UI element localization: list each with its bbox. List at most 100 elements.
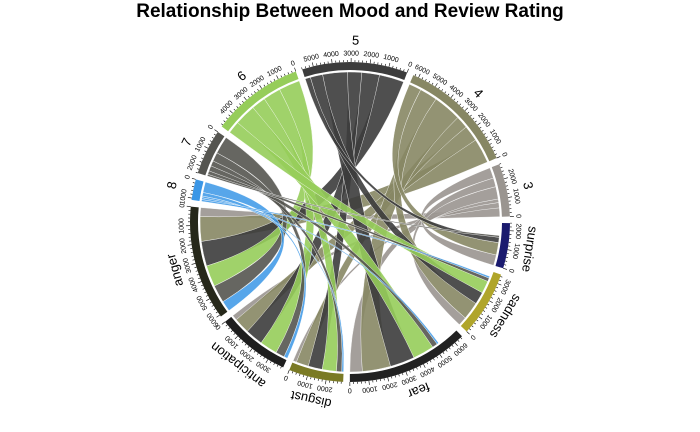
tick-4: [447, 93, 450, 96]
tick-anger: [198, 277, 201, 279]
tick-5: [406, 68, 409, 73]
tick-5: [392, 65, 394, 68]
tick-anticipation: [265, 359, 269, 363]
tick-6: [225, 117, 228, 120]
tick-label-5: 3000: [343, 50, 359, 57]
tick-4: [444, 91, 447, 94]
tick-surprise: [503, 268, 508, 270]
tick-7: [199, 161, 202, 163]
tick-fear: [448, 347, 451, 350]
tick-7: [195, 172, 198, 174]
tick-label-anticipation: 0: [215, 323, 223, 330]
tick-sadness: [492, 293, 495, 296]
sector-fear: [349, 330, 462, 382]
tick-fear: [405, 371, 408, 376]
sector-7: [197, 131, 225, 176]
tick-fear: [416, 367, 418, 370]
tick-label-4: 6000: [413, 64, 430, 77]
tick-sadness: [500, 276, 503, 278]
tick-anger: [202, 288, 205, 290]
tick-fear: [387, 377, 389, 382]
tick-label-anger: 1000: [178, 218, 185, 234]
tick-anticipation: [260, 355, 262, 358]
tick-label-4: 5000: [431, 73, 448, 87]
sector-3: [491, 164, 510, 217]
tick-sadness: [478, 316, 483, 320]
tick-label-fear: 6000: [452, 341, 468, 357]
tick-7: [204, 146, 209, 149]
tick-anger: [195, 270, 198, 272]
tick-7: [213, 133, 216, 136]
tick-6: [291, 70, 293, 73]
link-anger-6: [206, 80, 314, 287]
link-anger-8: [202, 181, 285, 311]
tick-surprise: [507, 249, 512, 251]
tick-6: [250, 93, 253, 96]
tick-fear: [439, 354, 443, 358]
tick-anticipation: [253, 350, 256, 353]
tick-4: [496, 156, 501, 159]
tick-disgust: [302, 375, 304, 378]
tick-6: [239, 103, 241, 106]
tick-8: [187, 197, 192, 199]
tick-anticipation: [247, 346, 250, 348]
links-layer: [199, 71, 501, 373]
link-surprise-7: [206, 174, 500, 238]
tick-sadness: [469, 328, 471, 331]
tick-anticipation: [263, 357, 265, 360]
tick-surprise: [504, 264, 507, 266]
tick-label-anger: 5000: [196, 294, 210, 311]
tick-4: [481, 129, 484, 132]
tick-4: [428, 80, 431, 83]
sector-5: [302, 62, 408, 81]
tick-sadness: [483, 310, 486, 312]
sectors-layer: 0100020003010002000300040005000600040100…: [163, 32, 541, 411]
tick-label-6: 2000: [249, 75, 266, 89]
tick-5: [399, 68, 401, 71]
tick-anticipation: [280, 366, 282, 369]
tick-anger: [205, 298, 210, 301]
tick-anger: [191, 263, 196, 265]
tick-disgust: [287, 369, 290, 374]
tick-fear: [409, 370, 411, 373]
tick-6: [229, 110, 233, 114]
tick-label-5: 1000: [382, 54, 399, 65]
tick-anticipation: [244, 343, 247, 346]
tick-6: [259, 85, 262, 89]
tick-7: [202, 154, 205, 156]
tick-4: [425, 78, 427, 82]
tick-fear: [454, 342, 458, 346]
tick-4: [441, 89, 444, 92]
sector-4: [410, 75, 497, 162]
tick-4: [464, 107, 469, 111]
sector-label-anger: anger: [163, 251, 186, 288]
tick-sadness: [498, 279, 502, 282]
tick-6: [242, 100, 244, 103]
tick-6: [243, 96, 247, 101]
tick-anger: [215, 311, 218, 314]
tick-6: [221, 123, 224, 126]
tick-6: [273, 78, 276, 81]
tick-6: [263, 84, 266, 87]
tick-fear: [442, 352, 445, 355]
tick-label-4: 4000: [448, 84, 465, 99]
tick-sadness: [497, 283, 502, 286]
tick-label-disgust: 2000: [317, 383, 334, 392]
tick-sadness: [471, 325, 474, 328]
tick-5: [388, 62, 391, 67]
tick-anticipation: [269, 361, 272, 364]
tick-4: [469, 114, 472, 117]
tick-4: [494, 153, 498, 155]
tick-6: [247, 95, 250, 98]
tick-sadness: [496, 286, 499, 289]
sector-surprise: [495, 223, 510, 269]
tick-3: [503, 177, 508, 180]
tick-anticipation: [234, 335, 238, 340]
tick-3: [508, 196, 513, 198]
tick-4: [472, 117, 475, 120]
tick-anger: [209, 301, 212, 304]
tick-6: [276, 75, 279, 80]
tick-label-3: 1000: [511, 188, 520, 205]
tick-anticipation: [241, 341, 244, 343]
tick-sadness: [490, 297, 494, 299]
